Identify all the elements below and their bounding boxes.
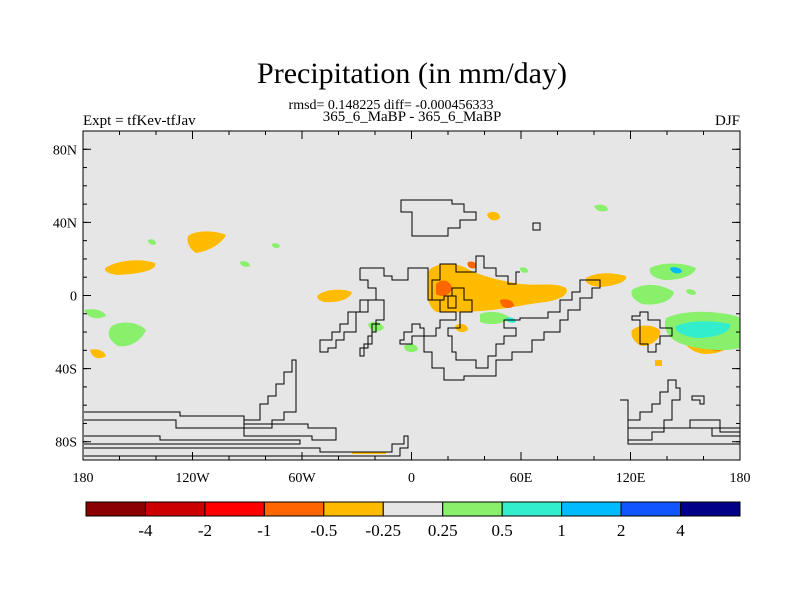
colorbar-label: -2 <box>198 521 212 540</box>
anomaly-patch <box>436 280 452 296</box>
anomaly-patch <box>520 267 528 273</box>
anomaly-patch <box>84 309 106 319</box>
anomaly-patch <box>148 239 156 245</box>
anomaly-patch <box>272 243 280 248</box>
anomaly-patch <box>631 284 674 305</box>
anomaly-patch <box>585 273 627 287</box>
right-label: DJF <box>715 113 740 129</box>
x-tick-label: 60E <box>510 471 533 486</box>
colorbar-label: 0.5 <box>492 521 513 540</box>
anomaly-patch <box>240 261 250 267</box>
colorbar-swatch <box>144 501 206 517</box>
map-panel: 80N 40N 0 40S 80S 180 120W 60W 0 60E 120E 180 <box>53 130 751 486</box>
colorbar-label: 4 <box>676 521 685 540</box>
anomaly-patch <box>455 323 468 333</box>
colorbar-swatch <box>501 501 563 517</box>
x-tick-label: 120W <box>175 471 210 486</box>
colorbar-swatch <box>561 501 622 517</box>
colorbar-swatch <box>442 501 503 517</box>
colorbar-label: 1 <box>557 521 566 540</box>
anomaly-patch <box>594 204 608 212</box>
coastline-antarctica-2 <box>84 435 301 445</box>
stats-line: rmsd= 0.148225 diff= -0.000456333 <box>289 98 494 113</box>
strong-positive-anomaly-areas <box>505 317 731 338</box>
anomaly-patch <box>487 211 500 221</box>
anomaly-patch <box>187 231 226 253</box>
colorbar-swatch <box>323 501 384 517</box>
anomaly-patch <box>90 349 106 359</box>
coastline-asia-south <box>631 311 673 353</box>
center-label: 365_6_MaBP - 365_6_MaBP <box>323 109 502 125</box>
very-strong-positive-anomaly-areas <box>670 267 682 274</box>
plot-title: Precipitation (in mm/day) <box>257 57 567 90</box>
colorbar-swatch <box>680 501 741 517</box>
x-tick-label: 0 <box>408 471 415 486</box>
y-tick-label: 40N <box>53 216 77 231</box>
colorbar-swatch <box>85 501 146 517</box>
anomaly-patch <box>675 321 731 338</box>
y-axis: 80N 40N 0 40S 80S <box>53 130 740 461</box>
x-tick-label: 180 <box>730 471 751 486</box>
coastline-australia <box>620 379 681 441</box>
colorbar-swatch <box>620 501 682 517</box>
anomaly-patch <box>427 263 567 313</box>
colorbar-label: -4 <box>138 521 153 540</box>
x-tick-label: 120E <box>616 471 646 486</box>
colorbar-swatch <box>382 501 444 517</box>
coastline-new-zealand <box>691 395 705 405</box>
map-background <box>83 131 740 460</box>
colorbar-label: -0.5 <box>310 521 337 540</box>
coastline-antarctica-1 <box>84 411 337 441</box>
coastline-south-america-2 <box>359 299 385 357</box>
coastline-africa <box>360 255 601 381</box>
y-tick-label: 80N <box>53 143 77 158</box>
colorbar-label: -0.25 <box>366 521 401 540</box>
x-axis: 180 120W 60W 0 60E 120E 180 <box>73 131 751 486</box>
coastline-brazil <box>399 323 425 345</box>
anomaly-patch <box>686 289 696 295</box>
anomaly-patch <box>655 360 662 366</box>
coastline-antarctica-3 <box>84 435 409 457</box>
coastline-south-america <box>319 268 377 353</box>
x-tick-label: 180 <box>73 471 94 486</box>
anomaly-patch <box>108 322 146 347</box>
left-label: Expt = tfKev-tfJav <box>83 113 196 129</box>
coastline-europe <box>400 199 477 237</box>
colorbar: -4 -2 -1 -0.5 -0.25 0.25 0.5 1 2 4 <box>85 501 741 540</box>
anomaly-patch <box>631 325 661 346</box>
colorbar-swatch <box>204 501 265 517</box>
colorbar-label: 2 <box>617 521 626 540</box>
y-tick-label: 0 <box>70 290 77 305</box>
coastline-patagonia <box>243 359 297 429</box>
colorbar-swatch <box>263 501 325 517</box>
colorbar-label: -1 <box>257 521 271 540</box>
colorbar-label: 0.25 <box>428 521 458 540</box>
y-tick-label: 80S <box>55 436 77 451</box>
anomaly-patch <box>480 311 510 325</box>
negative-anomaly-areas <box>90 211 731 454</box>
coastline-island-2 <box>447 295 457 309</box>
anomaly-patch <box>317 289 352 303</box>
y-tick-label: 40S <box>55 363 77 378</box>
anomaly-patch <box>467 261 477 269</box>
x-tick-label: 60W <box>288 471 316 486</box>
anomaly-patch <box>104 260 156 275</box>
anomaly-patch <box>404 343 418 353</box>
anomaly-patch <box>500 299 514 308</box>
coastline-island <box>532 222 541 231</box>
anomaly-patch <box>670 267 682 274</box>
